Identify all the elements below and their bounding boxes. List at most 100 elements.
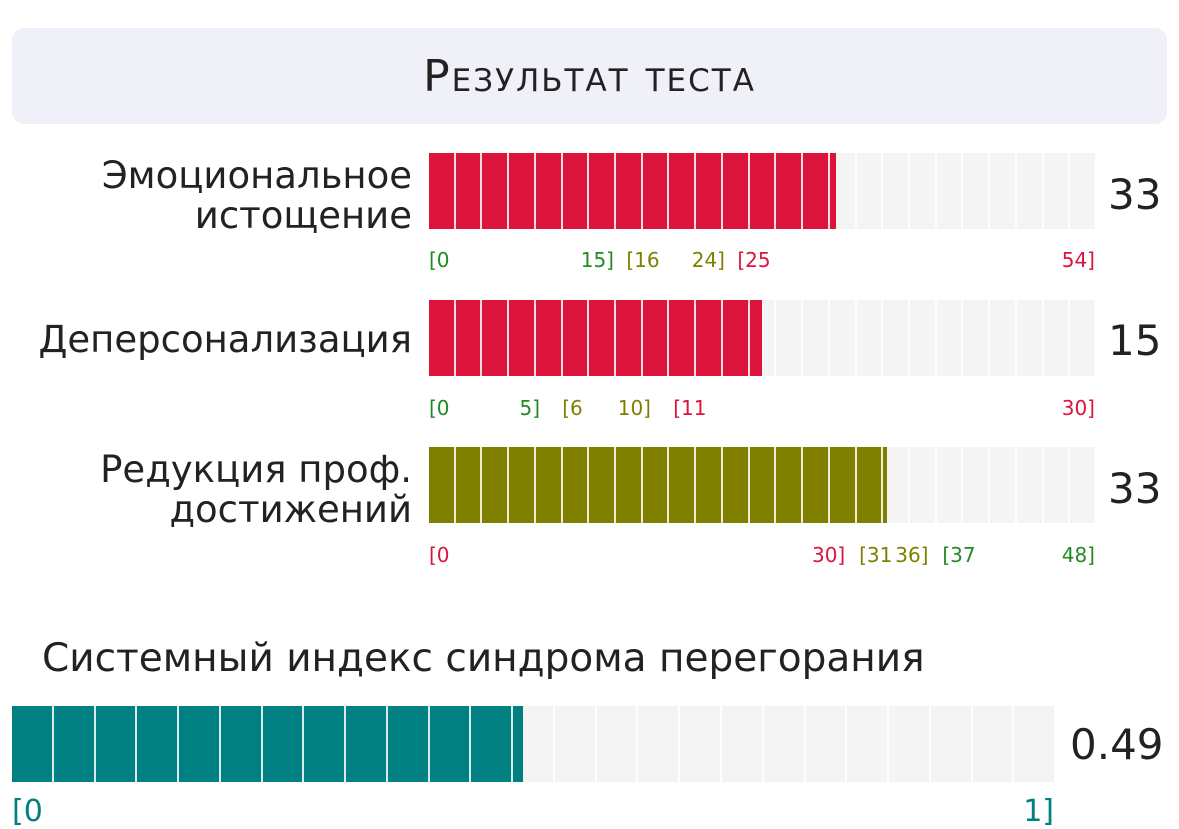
bar-cell — [430, 706, 472, 782]
bar-cell — [429, 300, 456, 376]
bar-cell — [563, 300, 590, 376]
tick-label: [37 — [942, 543, 976, 567]
bar-cell — [857, 447, 884, 523]
tick-label: [0 — [429, 543, 450, 567]
scale-bar — [429, 153, 1095, 229]
bar-cell — [589, 153, 617, 229]
bar-cell — [563, 447, 590, 523]
tick-label: 5] — [519, 396, 540, 420]
bar-cell — [1070, 153, 1095, 229]
bar-cell — [806, 706, 848, 782]
bar-cell — [304, 706, 347, 782]
bar-cell — [536, 300, 563, 376]
bar-cell — [471, 706, 514, 782]
scale-bar — [429, 300, 1095, 376]
bar-cell — [764, 706, 806, 782]
scale-label-line: Эмоциональное — [101, 154, 412, 197]
scale-score: 33 — [1108, 170, 1162, 219]
scale-label-line: достижений — [169, 488, 412, 531]
tick-label: 30] — [811, 543, 846, 567]
bar-cell — [1044, 300, 1071, 376]
bar-cell — [1017, 447, 1044, 523]
bar-cell — [830, 300, 857, 376]
bar-cell — [776, 447, 804, 523]
index-bar — [12, 706, 1054, 782]
bar-cell — [680, 706, 723, 782]
tick-label: [0 — [12, 794, 43, 829]
tick-label: [16 — [626, 248, 660, 272]
tick-label: 48] — [1061, 543, 1095, 567]
bar-cell — [963, 300, 991, 376]
bar-cell — [931, 706, 973, 782]
bar-cell — [1044, 153, 1071, 229]
bar-cells — [12, 706, 1054, 782]
bar-cell — [263, 706, 305, 782]
bar-cell — [429, 153, 456, 229]
bar-cell — [990, 300, 1017, 376]
bar-cell — [883, 300, 910, 376]
bar-cell — [12, 706, 54, 782]
tick-label: 30] — [1061, 396, 1095, 420]
bar-cell — [137, 706, 180, 782]
bar-cell — [456, 447, 483, 523]
tick-label: 36] — [895, 543, 929, 567]
bar-cell — [638, 706, 681, 782]
bar-cell — [937, 300, 964, 376]
index-score: 0.49 — [1070, 720, 1164, 769]
bar-cell — [643, 300, 670, 376]
bar-cell — [722, 706, 764, 782]
bar-cell — [723, 153, 750, 229]
bar-cell — [883, 153, 910, 229]
scale-label: Эмоциональное истощение — [102, 156, 412, 236]
bar-cell — [830, 153, 857, 229]
scale-label-line: Редукция проф. — [100, 448, 412, 491]
bar-fill — [429, 300, 762, 376]
bar-cell — [776, 153, 804, 229]
index-title: Системный индекс синдрома перегорания — [42, 636, 925, 681]
bar-cell — [883, 447, 910, 523]
bar-cell — [889, 706, 931, 782]
bar-cell — [963, 153, 991, 229]
scale-label: Редукция проф. достижений — [100, 450, 412, 530]
scale-label: Деперсонализация — [39, 320, 413, 360]
bar-cell — [643, 447, 670, 523]
bar-cell — [937, 153, 964, 229]
bar-cell — [847, 706, 890, 782]
bar-cell — [509, 153, 536, 229]
tick-label: 10] — [617, 396, 651, 420]
bar-cell — [910, 153, 937, 229]
bar-cells — [429, 300, 1095, 376]
tick-label: 24] — [691, 248, 725, 272]
bar-cell — [750, 300, 777, 376]
tick-label: [0 — [429, 396, 450, 420]
bar-cell — [509, 300, 536, 376]
bar-cell — [669, 153, 697, 229]
bar-cell — [589, 447, 617, 523]
bar-cells — [429, 153, 1095, 229]
bar-cell — [482, 153, 510, 229]
bar-cell — [536, 153, 563, 229]
tick-label: 1] — [1023, 794, 1054, 829]
tick-label: [11 — [673, 396, 707, 420]
bar-cell — [1017, 300, 1044, 376]
scale-ticks: [0 15] [16 24] [25 54] — [429, 248, 1095, 274]
bar-cell — [973, 706, 1015, 782]
bar-cell — [1014, 706, 1054, 782]
bar-cell — [54, 706, 96, 782]
bar-cell — [803, 153, 830, 229]
bar-cell — [513, 706, 555, 782]
bar-cell — [1044, 447, 1071, 523]
bar-cell — [990, 447, 1017, 523]
bar-cell — [643, 153, 670, 229]
bar-cell — [179, 706, 221, 782]
tick-label: [0 — [429, 248, 450, 272]
bar-cell — [589, 300, 617, 376]
bar-cell — [509, 447, 536, 523]
bar-cell — [482, 300, 510, 376]
scale-label-line: истощение — [194, 194, 412, 237]
scale-score: 15 — [1108, 316, 1162, 365]
bar-cell — [910, 447, 937, 523]
bar-cell — [723, 447, 750, 523]
bar-cell — [1070, 447, 1095, 523]
bar-cell — [857, 153, 884, 229]
